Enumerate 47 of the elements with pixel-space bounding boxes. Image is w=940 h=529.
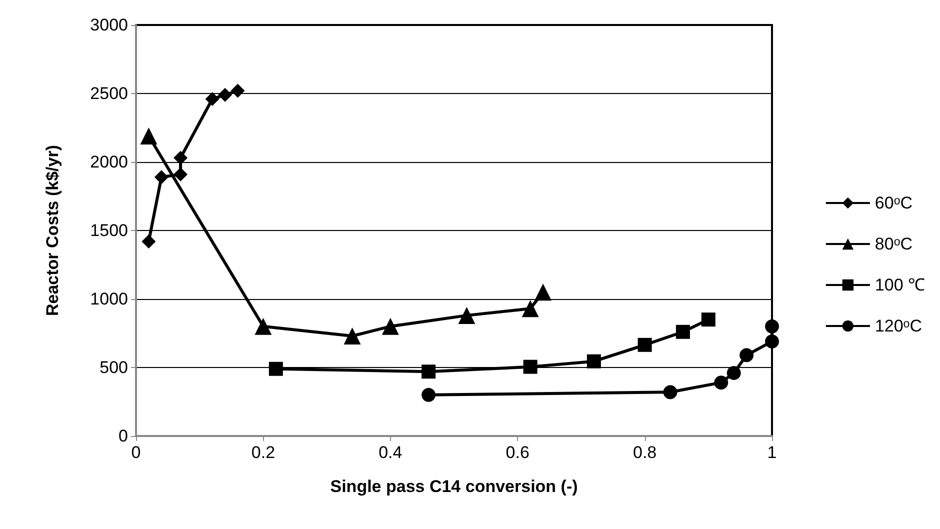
y-tick-label: 1000 bbox=[90, 290, 128, 308]
point bbox=[174, 167, 188, 182]
point bbox=[205, 92, 220, 106]
y-tick-label: 2000 bbox=[90, 152, 128, 172]
x-tick-label: 1 bbox=[767, 443, 777, 462]
point bbox=[714, 376, 728, 390]
point bbox=[458, 306, 476, 324]
point bbox=[523, 360, 538, 374]
point bbox=[154, 170, 168, 184]
legend-label: 120ᵒC bbox=[874, 316, 922, 336]
x-tick-label: 0.2 bbox=[251, 443, 276, 462]
point bbox=[765, 334, 779, 348]
point bbox=[142, 234, 156, 248]
point bbox=[522, 300, 539, 318]
legend-label: 80ᵒC bbox=[874, 234, 913, 254]
y-tick-label: 3000 bbox=[90, 16, 128, 34]
point bbox=[676, 324, 690, 339]
y-tick-label: 0 bbox=[118, 426, 128, 446]
point bbox=[740, 348, 754, 362]
point bbox=[663, 385, 678, 400]
x-tick-label: 0.8 bbox=[632, 443, 657, 462]
x-tick-label: 0.4 bbox=[378, 443, 402, 462]
x-axis-title: Single pass C14 conversion (-) bbox=[330, 477, 578, 496]
y-axis-title: Reactor Costs (k$/yr) bbox=[43, 144, 62, 316]
point bbox=[701, 312, 716, 327]
point bbox=[765, 319, 779, 334]
point bbox=[344, 327, 361, 344]
point bbox=[382, 318, 399, 335]
point bbox=[726, 366, 741, 380]
point bbox=[140, 127, 158, 144]
point bbox=[638, 338, 652, 352]
point bbox=[534, 284, 552, 301]
y-tick-label: 1500 bbox=[90, 221, 128, 240]
legend-label: 60ᵒC bbox=[874, 194, 913, 212]
x-tick-label: 0.6 bbox=[506, 443, 530, 462]
point bbox=[254, 318, 272, 335]
x-tick-label: 0 bbox=[131, 443, 141, 462]
point bbox=[268, 362, 283, 376]
point bbox=[174, 150, 188, 165]
y-tick-label: 2500 bbox=[90, 84, 128, 103]
point bbox=[422, 388, 436, 402]
legend-label: 100 ℃ bbox=[874, 276, 926, 294]
point bbox=[586, 354, 601, 368]
point bbox=[218, 88, 232, 102]
point bbox=[422, 364, 436, 379]
point bbox=[230, 84, 245, 98]
y-tick-label: 500 bbox=[100, 358, 128, 377]
